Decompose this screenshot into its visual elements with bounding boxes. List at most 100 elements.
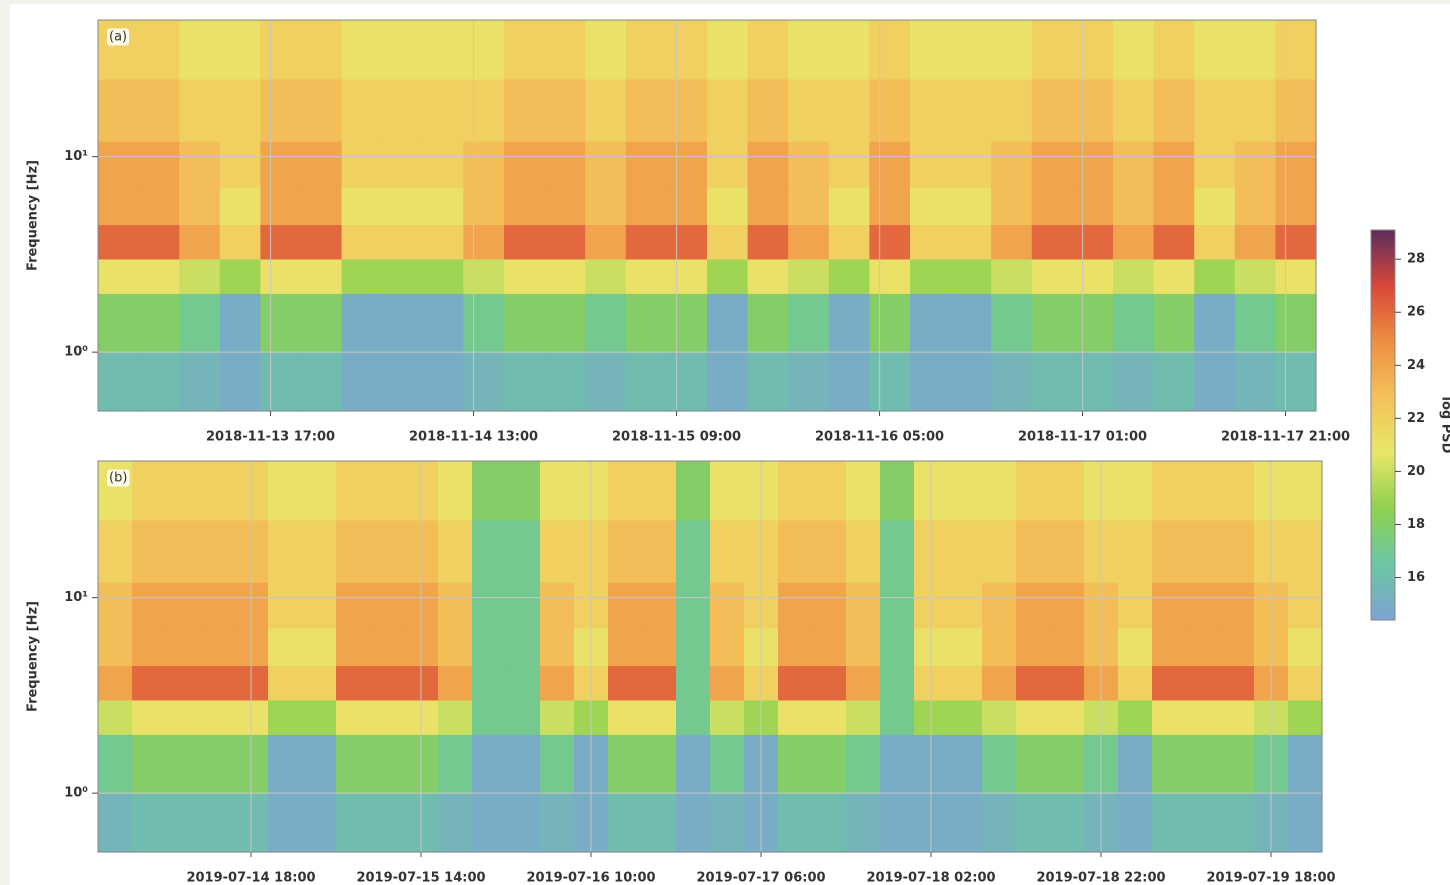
heatmap-cell — [423, 224, 464, 259]
y-tick-label: 10⁰ — [64, 786, 88, 801]
heatmap-cell — [869, 259, 910, 294]
heatmap-cell — [1194, 352, 1235, 411]
heatmap-cell — [948, 793, 983, 852]
heatmap-cell — [98, 793, 133, 852]
heatmap-cell — [301, 141, 342, 187]
heatmap-cell — [812, 520, 847, 583]
heatmap-cell — [545, 20, 586, 79]
heatmap-cell — [1194, 141, 1235, 187]
heatmap-cell — [1235, 141, 1276, 187]
heatmap-cell — [710, 734, 745, 793]
heatmap-cell — [778, 461, 813, 520]
heatmap-cell — [951, 20, 992, 79]
heatmap-cell — [336, 793, 371, 852]
heatmap-cell — [438, 734, 473, 793]
heatmap-cell — [829, 79, 870, 142]
heatmap-cell — [1288, 582, 1323, 628]
x-tick-label: 2019-07-14 18:00 — [186, 871, 315, 885]
heatmap-cell — [982, 582, 1017, 628]
heatmap-cell — [642, 665, 677, 700]
heatmap-cell — [1275, 352, 1316, 411]
x-tick-label: 2018-11-17 21:00 — [1221, 430, 1350, 445]
colorbar-tick-label: 28 — [1407, 252, 1425, 267]
heatmap-cell — [846, 793, 881, 852]
panel-label: (a) — [109, 30, 127, 45]
heatmap-cell — [948, 582, 983, 628]
heatmap-cell — [166, 461, 201, 520]
heatmap-cell — [666, 79, 707, 142]
heatmap-cell — [1118, 582, 1153, 628]
heatmap-cell — [1186, 520, 1221, 583]
heatmap-cell — [1275, 187, 1316, 225]
heatmap-cell — [982, 628, 1017, 666]
heatmap-cell — [370, 461, 405, 520]
heatmap-cell — [1050, 734, 1085, 793]
heatmap-cell — [1288, 734, 1323, 793]
heatmap-cell — [710, 665, 745, 700]
heatmap-cell — [951, 259, 992, 294]
heatmap-cell — [1113, 293, 1154, 352]
heatmap-cell — [98, 187, 139, 225]
heatmap-cell — [132, 665, 167, 700]
heatmap-cell — [642, 793, 677, 852]
heatmap-cell — [788, 352, 829, 411]
heatmap-cell — [463, 187, 504, 225]
heatmap-cell — [302, 582, 337, 628]
heatmap-cell — [98, 141, 139, 187]
heatmap-cell — [910, 224, 951, 259]
heatmap-cell — [438, 793, 473, 852]
heatmap-cell — [1050, 700, 1085, 735]
heatmap-cell — [642, 700, 677, 735]
heatmap-cell — [1113, 352, 1154, 411]
heatmap-cell — [438, 582, 473, 628]
heatmap-cell — [545, 187, 586, 225]
heatmap-cell — [179, 293, 220, 352]
heatmap-cell — [707, 352, 748, 411]
heatmap-cell — [342, 224, 383, 259]
heatmap-cell — [1194, 293, 1235, 352]
heatmap-cell — [260, 187, 301, 225]
heatmap-cell — [585, 187, 626, 225]
heatmap-cell — [545, 141, 586, 187]
heatmap-cell — [98, 582, 133, 628]
heatmap-cell — [585, 79, 626, 142]
heatmap-cell — [676, 793, 711, 852]
heatmap-cell — [748, 141, 789, 187]
heatmap-cell — [179, 141, 220, 187]
heatmap-cell — [880, 461, 915, 520]
heatmap-cell — [846, 734, 881, 793]
heatmap-cell — [846, 582, 881, 628]
heatmap-cell — [302, 461, 337, 520]
heatmap-cell — [1152, 628, 1187, 666]
heatmap-cell — [463, 352, 504, 411]
y-axis-label: Frequency [Hz] — [26, 160, 41, 271]
heatmap-cell — [1186, 461, 1221, 520]
heatmap-cell — [1118, 461, 1153, 520]
heatmap-cell — [910, 259, 951, 294]
heatmap-cell — [948, 520, 983, 583]
x-tick-label: 2018-11-13 17:00 — [206, 430, 335, 445]
heatmap-cell — [666, 352, 707, 411]
heatmap-cell — [982, 700, 1017, 735]
heatmap-cell — [676, 700, 711, 735]
heatmap-cell — [1220, 734, 1255, 793]
heatmap-cell — [1235, 224, 1276, 259]
heatmap-cell — [342, 259, 383, 294]
heatmap-cell — [778, 520, 813, 583]
heatmap-cell — [1050, 461, 1085, 520]
heatmap-cell — [778, 628, 813, 666]
heatmap-cell — [626, 352, 667, 411]
heatmap-cell — [438, 700, 473, 735]
heatmap-cell — [1118, 665, 1153, 700]
x-tick-label: 2019-07-18 22:00 — [1036, 871, 1165, 885]
heatmap-cell — [342, 141, 383, 187]
heatmap-cell — [336, 628, 371, 666]
heatmap-cell — [200, 582, 235, 628]
heatmap-cell — [880, 520, 915, 583]
heatmap-cell — [1072, 141, 1113, 187]
heatmap-cell — [1220, 461, 1255, 520]
heatmap-cell — [179, 259, 220, 294]
heatmap-cell — [200, 461, 235, 520]
heatmap-cell — [98, 224, 139, 259]
heatmap-cell — [1154, 293, 1195, 352]
